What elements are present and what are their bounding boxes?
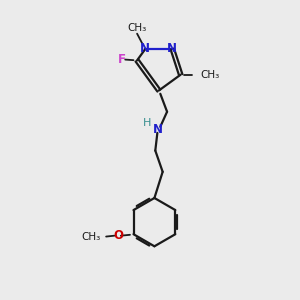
Text: F: F [118,53,126,66]
Text: N: N [140,43,150,56]
Text: H: H [143,118,151,128]
Text: CH₃: CH₃ [82,232,101,242]
Text: CH₃: CH₃ [200,70,220,80]
Text: O: O [113,229,123,242]
Text: N: N [167,43,177,56]
Text: CH₃: CH₃ [128,23,147,33]
Text: N: N [153,123,163,136]
